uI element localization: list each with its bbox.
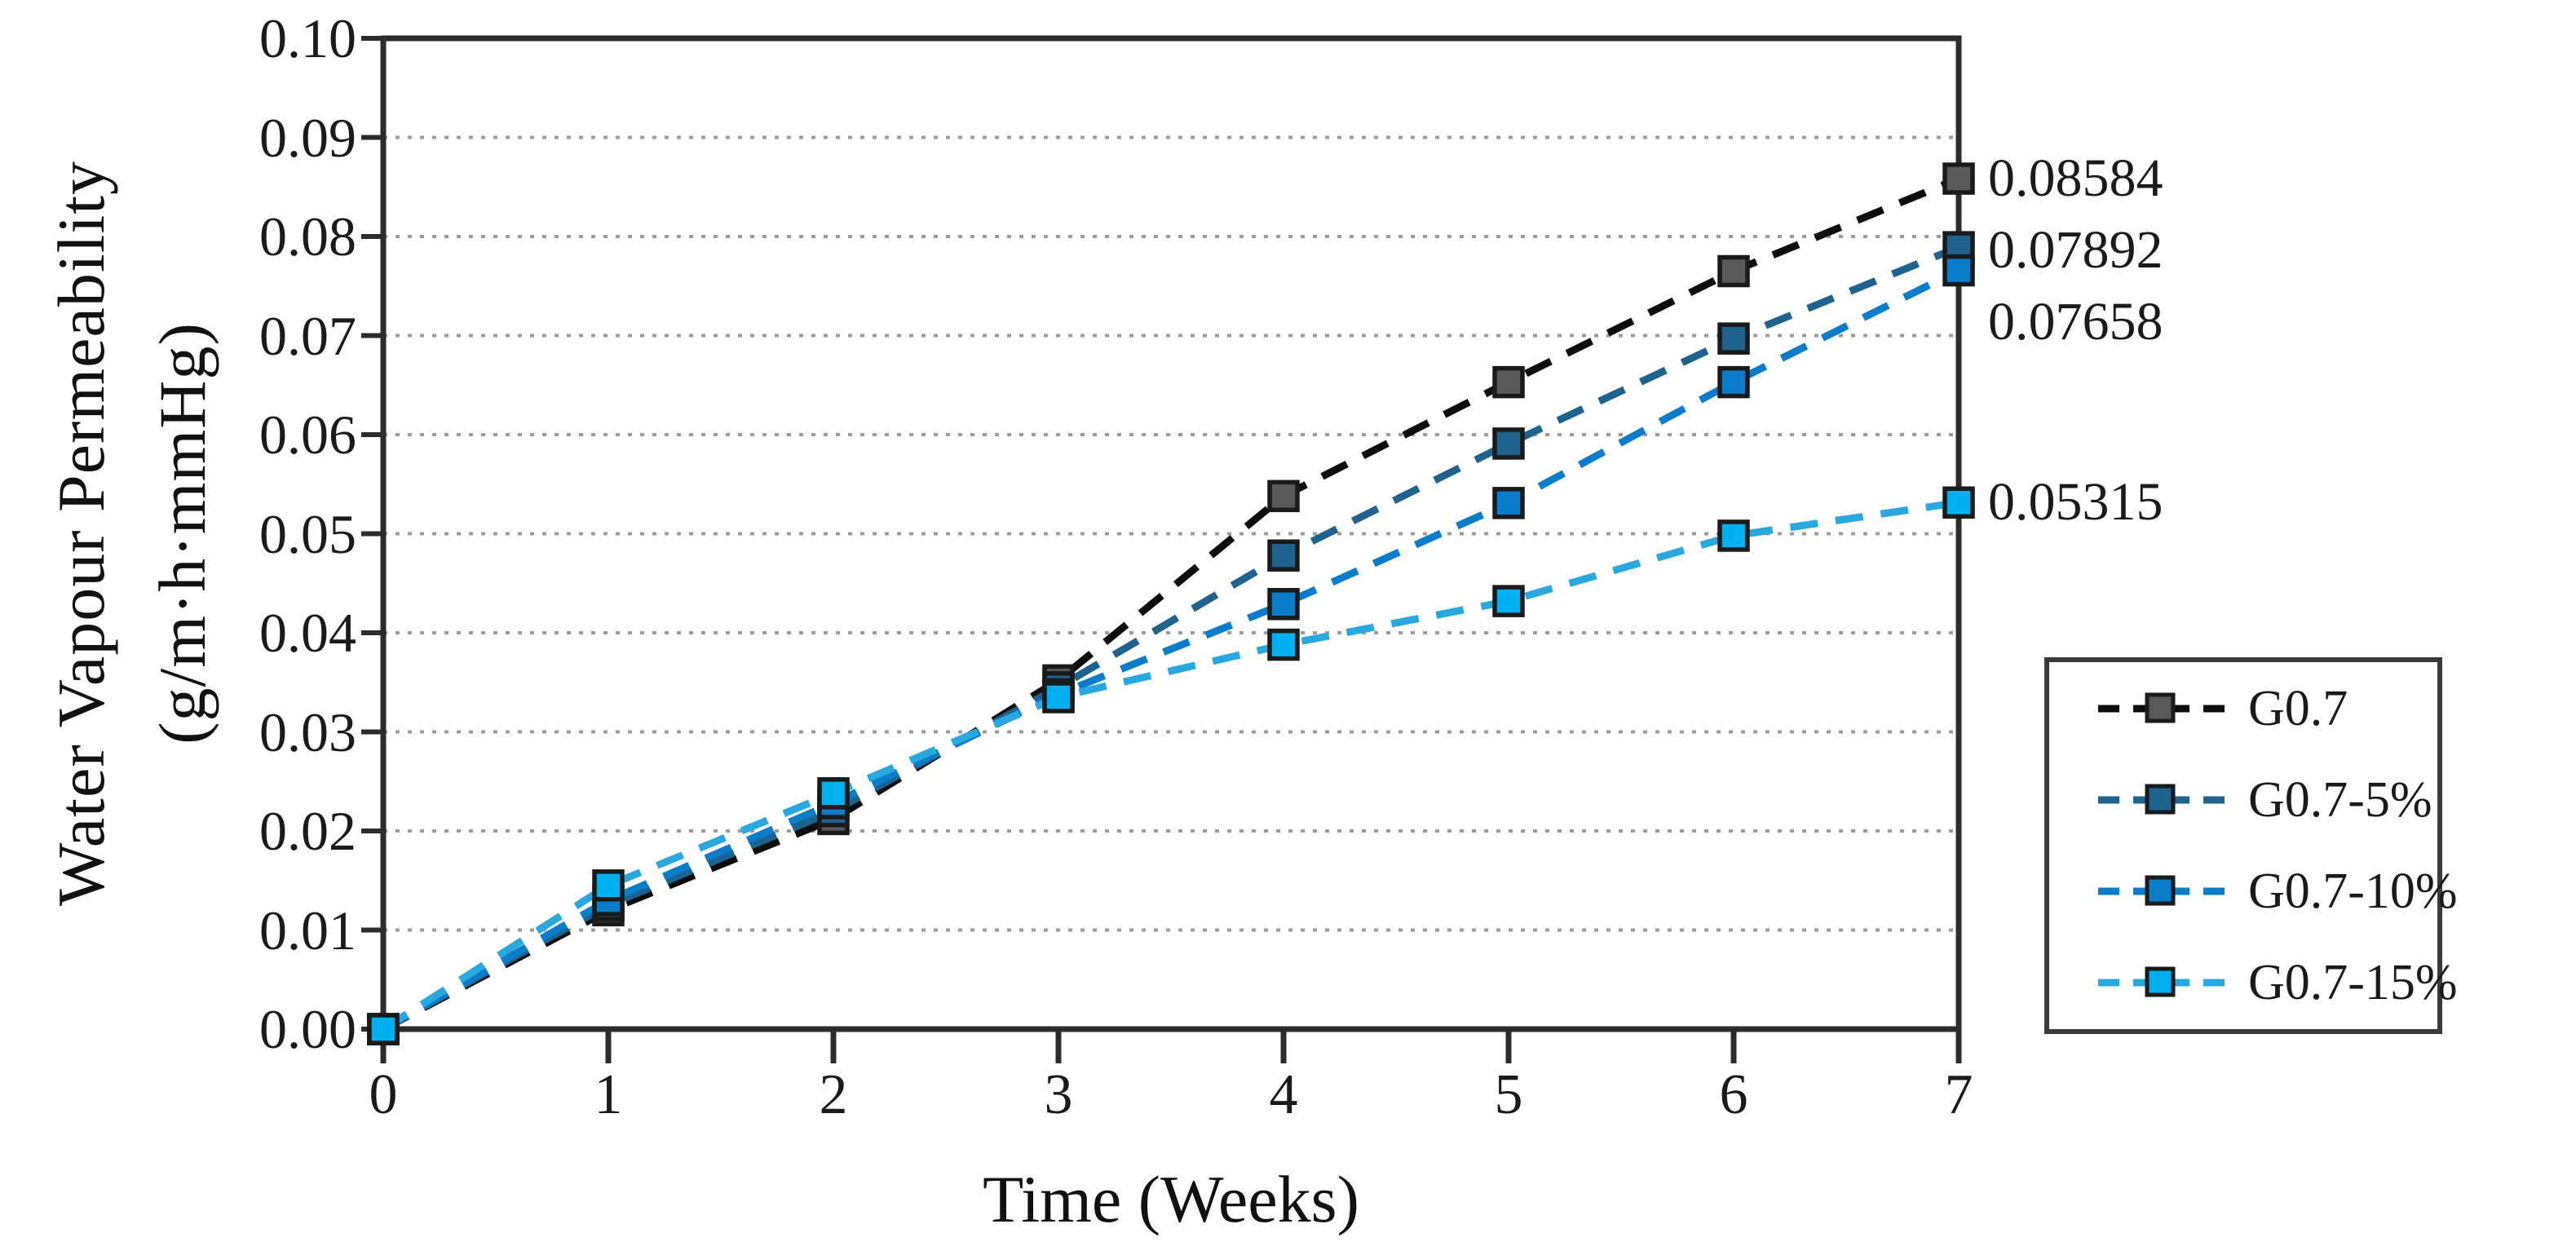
y-axis-title-line1: Water Vapour Permeability [44,160,118,907]
y-tick-label: 0.00 [259,998,356,1060]
x-tick-label: 2 [819,1063,848,1126]
legend: G0.7 G0.7-5% G0.7-10% G0.7-15% [2044,657,2458,1034]
series-marker-G0.7-5% [1267,539,1300,572]
legend-item-g07: G0.7 [2049,663,2437,754]
series-marker-G0.7-15% [1042,681,1075,714]
legend-item-g07-15: G0.7-15% [2049,937,2458,1028]
series-line-G0.7-10% [381,267,1961,1032]
y-axis-title-line2: (g/m·h·mmHg) [145,322,219,745]
series-end-label: 0.07892 [1988,220,2163,281]
series-marker-G0.7-15% [1942,486,1975,519]
series-marker-G0.7 [1717,254,1750,288]
x-tick-label: 1 [594,1063,623,1126]
y-tick-label: 0.07 [259,304,356,367]
legend-swatch-line [2098,966,2225,997]
y-tick-label: 0.09 [259,106,356,169]
x-tick-label: 3 [1044,1063,1073,1126]
series-marker-G0.7-10% [1267,588,1300,621]
y-tick-label: 0.05 [259,502,356,565]
y-tick-label: 0.03 [259,700,356,763]
x-axis-title: Time (Weeks) [983,1162,1359,1236]
y-tick-label: 0.10 [259,7,356,69]
x-tick-label: 7 [1944,1063,1973,1126]
series-marker-G0.7-15% [1717,519,1750,552]
series-line-G0.7 [381,175,1960,1032]
y-tick-label: 0.06 [259,404,356,466]
series-marker-G0.7-10% [1717,365,1750,399]
series-marker-G0.7-15% [592,869,625,902]
legend-swatch-line [2098,692,2225,723]
series-marker-G0.7-5% [1717,322,1750,355]
series-marker-G0.7 [1492,365,1525,399]
x-tick-label: 0 [369,1063,398,1126]
series-marker-G0.7-15% [367,1013,400,1045]
series-marker-G0.7-15% [1492,585,1525,617]
legend-label: G0.7-10% [2248,863,2458,919]
legend-item-g07-10: G0.7-10% [2049,846,2458,937]
x-tick-label: 6 [1719,1063,1748,1126]
series-marker-G0.7 [1267,479,1300,513]
y-tick-label: 0.08 [259,205,356,267]
series-marker-G0.7-10% [1942,254,1975,287]
series-marker-G0.7 [1942,162,1975,195]
legend-marker [2145,784,2176,815]
legend-marker [2145,966,2176,997]
series-marker-G0.7-5% [1492,427,1525,460]
series-marker-G0.7-10% [1492,487,1525,519]
legend-item-g07-5: G0.7-5% [2049,754,2437,846]
legend-marker [2145,692,2176,723]
series-end-label: 0.07658 [1988,292,2163,352]
x-tick-label: 4 [1269,1063,1298,1126]
series-line-G0.7-15% [381,498,1960,1032]
y-tick-label: 0.01 [259,899,356,961]
series-marker-G0.7-15% [817,777,850,810]
series-end-label: 0.08584 [1988,148,2163,209]
legend-label: G0.7-5% [2248,771,2432,828]
legend-marker [2145,875,2176,906]
series-end-label: 0.05315 [1988,472,2163,532]
legend-swatch-line [2098,875,2225,906]
x-tick-label: 5 [1494,1063,1523,1126]
y-tick-label: 0.04 [259,602,356,664]
series-line-G0.7-5% [381,243,1960,1032]
series-marker-G0.7-15% [1267,628,1300,661]
y-tick-label: 0.02 [259,800,356,862]
legend-label: G0.7 [2248,680,2348,736]
legend-label: G0.7-15% [2248,954,2458,1010]
legend-swatch-line [2098,784,2225,815]
